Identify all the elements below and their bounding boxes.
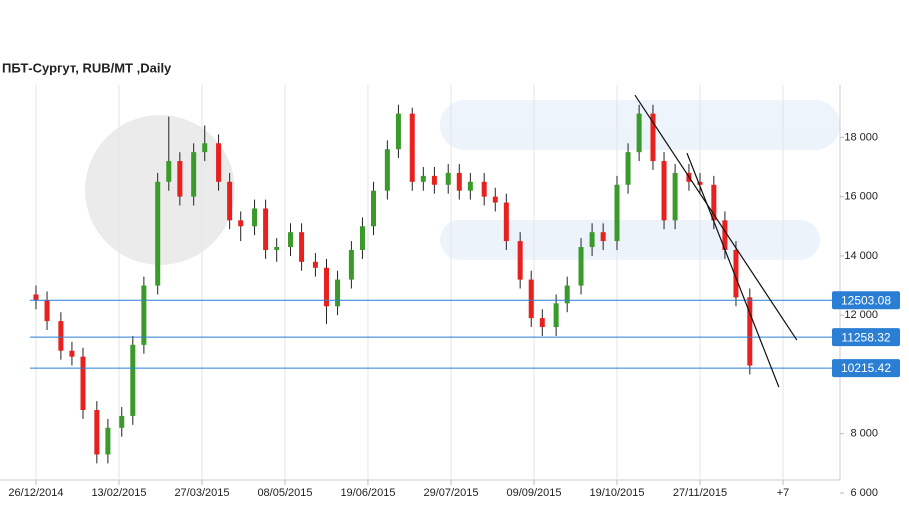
candle-body xyxy=(238,220,244,227)
candle-body xyxy=(191,152,197,197)
candle-body xyxy=(564,285,570,304)
candle-body xyxy=(177,161,183,197)
x-tick-label: 09/09/2015 xyxy=(506,487,561,499)
candle-body xyxy=(130,344,136,416)
candle-body xyxy=(589,232,595,248)
trend-line xyxy=(634,94,798,341)
trend-line xyxy=(686,152,780,388)
candle-body xyxy=(395,113,401,150)
candle-body xyxy=(420,175,426,182)
candle-body xyxy=(697,181,703,185)
x-tick-label: 27/03/2015 xyxy=(174,487,229,499)
x-tick-label: 27/11/2015 xyxy=(673,487,727,499)
level-label: 10215.42 xyxy=(841,361,891,375)
candle-body xyxy=(288,232,294,248)
candle-body xyxy=(94,410,100,455)
candle-body xyxy=(216,143,222,182)
candle-body xyxy=(528,279,534,319)
y-tick-label: 16 000 xyxy=(844,191,878,203)
candle-body xyxy=(503,202,509,242)
candle-body xyxy=(481,181,487,197)
x-tick-label: 29/07/2015 xyxy=(423,487,478,499)
candle-body xyxy=(227,181,233,221)
candle-body xyxy=(263,208,269,250)
y-tick-label: 6 000 xyxy=(850,487,878,499)
x-tick-label: 19/10/2015 xyxy=(589,487,644,499)
level-label: 12503.08 xyxy=(841,293,891,307)
y-tick-label: 18 000 xyxy=(844,131,878,143)
y-tick-label: 14 000 xyxy=(844,250,878,262)
candle-body xyxy=(625,152,631,185)
candle-body xyxy=(166,161,172,182)
candle-body xyxy=(69,350,75,357)
candle-body xyxy=(711,184,717,221)
candle-body xyxy=(492,196,498,203)
candle-body xyxy=(58,321,64,351)
candle-body xyxy=(578,247,584,286)
candle-body xyxy=(371,190,377,227)
candle-body xyxy=(155,181,161,286)
candle-body xyxy=(80,356,86,411)
candle-body xyxy=(409,113,415,182)
candle-body xyxy=(553,303,559,328)
candle-body xyxy=(722,220,728,250)
candle-body xyxy=(456,172,462,191)
candle-body xyxy=(733,249,739,298)
candle-body xyxy=(747,297,753,366)
x-tick-label: 26/12/2014 xyxy=(8,487,63,499)
candle-body xyxy=(445,172,451,185)
candle-body xyxy=(141,285,147,345)
candle-body xyxy=(467,181,473,191)
level-label-box xyxy=(832,291,900,310)
chart-title: ПБТ-Сургут, RUB/MT ,Daily xyxy=(2,60,172,75)
candle-body xyxy=(661,161,667,221)
candle-body xyxy=(33,294,39,301)
x-tick-label: 13/02/2015 xyxy=(91,487,146,499)
candle-body xyxy=(636,113,642,153)
candle-body xyxy=(614,184,620,242)
x-tick-label: 08/05/2015 xyxy=(257,487,312,499)
y-tick-label: 8 000 xyxy=(850,428,878,440)
candle-body xyxy=(650,113,656,162)
x-tick-label: +7 xyxy=(777,487,790,499)
level-label: 11258.32 xyxy=(841,330,890,344)
candle-body xyxy=(323,267,329,307)
x-tick-label: 19/06/2015 xyxy=(340,487,395,499)
candle-body xyxy=(600,232,606,242)
candle-body xyxy=(299,232,305,262)
candle-body xyxy=(384,149,390,191)
candle-body xyxy=(359,226,365,250)
candle-body xyxy=(44,300,50,322)
y-tick-label: 12 000 xyxy=(844,309,878,321)
watermark-shape xyxy=(440,220,820,260)
candle-body xyxy=(431,175,437,185)
candle-body xyxy=(517,241,523,280)
candle-body xyxy=(312,261,318,268)
candle-body xyxy=(274,247,280,250)
candle-body xyxy=(539,318,545,328)
candle-body xyxy=(105,427,111,455)
candle-body xyxy=(119,415,125,428)
candle-body xyxy=(672,172,678,221)
level-label-box xyxy=(832,359,900,378)
candle-body xyxy=(252,208,258,227)
candle-body xyxy=(348,249,354,280)
level-label-box xyxy=(832,328,900,347)
candle-body xyxy=(335,279,341,307)
candle-body xyxy=(202,143,208,153)
